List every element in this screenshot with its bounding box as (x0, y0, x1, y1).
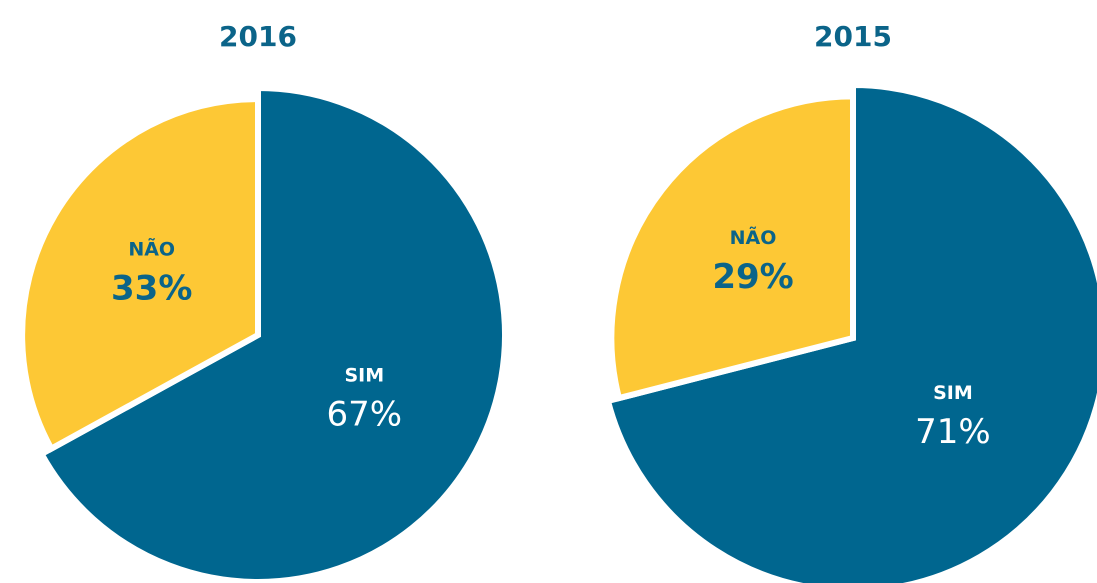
slice-value-label: 33% (111, 269, 192, 309)
pie-slice (604, 81, 1097, 583)
slice-category: NÃO (730, 225, 777, 249)
pie-slice (19, 96, 261, 453)
slice-value-label: 29% (712, 257, 793, 297)
slice-category: SIM (344, 364, 384, 386)
chart-title: 2016 (219, 20, 297, 53)
slice-value-label: 71% (915, 412, 991, 452)
slice-value-label: 67% (327, 394, 403, 434)
slice-category: NÃO (128, 237, 175, 261)
chart-title: 2015 (814, 20, 892, 53)
pie-slice (37, 84, 508, 583)
slice-category: SIM (933, 382, 973, 404)
pie-slice (608, 93, 856, 402)
